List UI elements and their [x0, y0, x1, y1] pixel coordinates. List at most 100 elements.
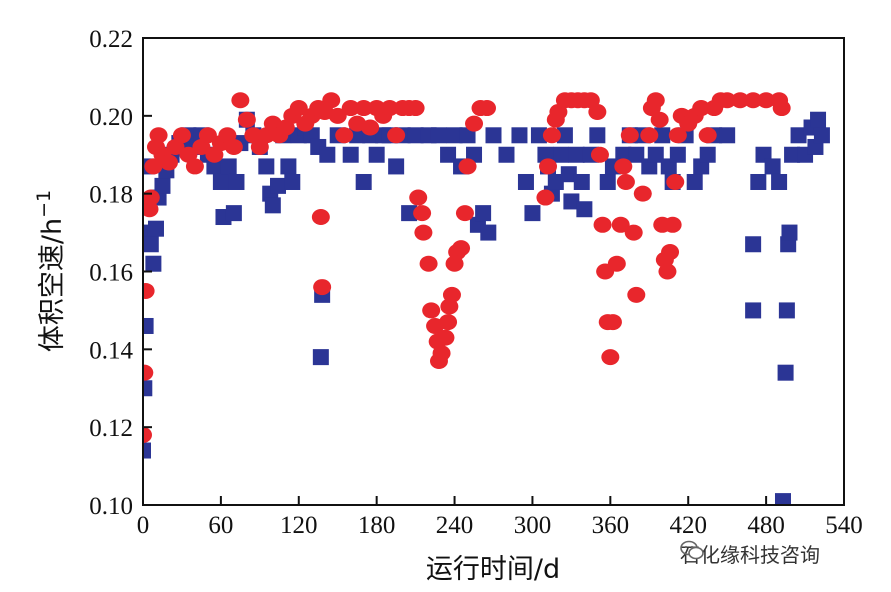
- data-point-circle: [143, 201, 159, 218]
- data-point-square: [517, 173, 534, 190]
- data-point-square: [556, 127, 573, 144]
- plot-area: [143, 38, 844, 505]
- y-axis-title: 体积空速/h−1: [33, 190, 68, 352]
- data-point-square: [225, 205, 242, 222]
- data-point-circle: [607, 255, 626, 272]
- data-point-square: [810, 111, 827, 128]
- data-point-circle: [143, 282, 155, 299]
- data-point-square: [154, 177, 171, 194]
- data-point-circle: [439, 314, 458, 331]
- data-point-square: [319, 146, 336, 163]
- data-point-circle: [616, 173, 635, 190]
- data-point-circle: [414, 224, 433, 241]
- data-point-square: [143, 442, 151, 459]
- data-point-circle: [698, 127, 717, 144]
- data-point-square: [143, 224, 153, 241]
- data-point-square: [568, 146, 585, 163]
- data-point-square: [784, 146, 801, 163]
- data-point-circle: [772, 100, 791, 117]
- data-point-square: [280, 158, 297, 175]
- data-point-circle: [159, 154, 178, 171]
- y-tick-label: 0.10: [89, 493, 133, 520]
- data-point-circle: [328, 107, 347, 124]
- data-point-square: [524, 205, 541, 222]
- data-point-circle: [588, 103, 607, 120]
- x-tick-label: 240: [436, 512, 474, 539]
- data-point-square: [560, 166, 577, 183]
- data-point-square: [147, 220, 164, 237]
- data-point-square: [771, 173, 788, 190]
- data-point-square: [264, 197, 281, 214]
- y-tick-label: 0.16: [89, 260, 133, 287]
- data-point-circle: [624, 224, 643, 241]
- data-point-circle: [731, 92, 750, 109]
- data-point-circle: [224, 138, 243, 155]
- data-point-square: [349, 127, 366, 144]
- data-point-square: [774, 493, 791, 505]
- data-point-circle: [614, 158, 633, 175]
- watermark: 石化缘科技咨询: [680, 540, 820, 567]
- data-point-circle: [663, 216, 682, 233]
- data-point-square: [430, 127, 447, 144]
- data-point-circle: [289, 100, 308, 117]
- data-point-circle: [640, 127, 659, 144]
- data-point-square: [781, 224, 798, 241]
- data-point-circle: [313, 279, 332, 296]
- data-point-circle: [603, 314, 622, 331]
- data-point-circle: [422, 302, 441, 319]
- data-point-circle: [143, 426, 152, 443]
- data-point-square: [342, 146, 359, 163]
- data-point-square: [284, 173, 301, 190]
- data-point-square: [686, 173, 703, 190]
- data-point-circle: [542, 127, 561, 144]
- y-tick-label: 0.12: [89, 415, 133, 442]
- y-tick-label: 0.14: [89, 337, 133, 364]
- data-point-square: [143, 380, 153, 397]
- data-point-square: [270, 177, 287, 194]
- data-point-square: [654, 127, 671, 144]
- data-point-circle: [436, 329, 455, 346]
- data-point-circle: [718, 92, 737, 109]
- x-tick-label: 0: [137, 512, 150, 539]
- x-tick-label: 120: [280, 512, 318, 539]
- data-point-circle: [143, 364, 154, 381]
- data-point-square: [258, 158, 275, 175]
- x-tick-label: 180: [358, 512, 396, 539]
- data-point-circle: [539, 158, 558, 175]
- data-point-circle: [650, 111, 669, 128]
- data-point-square: [750, 173, 767, 190]
- data-point-circle: [354, 100, 373, 117]
- data-point-circle: [633, 185, 652, 202]
- data-point-circle: [465, 115, 484, 132]
- data-point-square: [553, 146, 570, 163]
- data-point-square: [143, 236, 159, 253]
- data-point-square: [719, 127, 736, 144]
- data-point-circle: [668, 127, 687, 144]
- data-point-circle: [458, 158, 477, 175]
- data-point-square: [475, 205, 492, 222]
- data-point-square: [498, 146, 515, 163]
- x-tick-label: 360: [592, 512, 630, 539]
- data-point-square: [813, 127, 830, 144]
- data-point-circle: [143, 189, 160, 206]
- data-point-square: [669, 146, 686, 163]
- data-point-square: [312, 349, 329, 366]
- data-point-circle: [611, 216, 630, 233]
- data-point-circle: [627, 286, 646, 303]
- data-point-square: [764, 158, 781, 175]
- data-point-square: [440, 146, 457, 163]
- data-point-square: [143, 317, 154, 334]
- data-point-circle: [661, 244, 680, 261]
- data-point-square: [228, 173, 245, 190]
- data-point-circle: [149, 127, 168, 144]
- data-point-circle: [658, 263, 677, 280]
- data-point-circle: [452, 240, 471, 257]
- data-point-square: [599, 173, 616, 190]
- data-point-circle: [387, 127, 406, 144]
- data-point-circle: [757, 92, 776, 109]
- data-point-circle: [409, 189, 428, 206]
- data-point-circle: [185, 158, 204, 175]
- data-point-circle: [620, 127, 639, 144]
- data-point-square: [206, 158, 223, 175]
